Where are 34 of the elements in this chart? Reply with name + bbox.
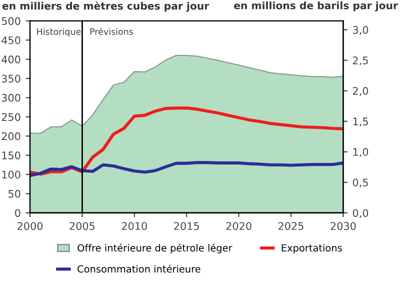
y2-tick-label: 0,0: [352, 209, 368, 218]
y-tick-label: 350: [2, 74, 20, 83]
legend-label: Offre intérieure de pétrole léger: [78, 244, 232, 254]
x-tick-label: 2000: [18, 222, 43, 230]
legend-label: Consommation intérieure: [78, 264, 200, 273]
y-tick-label: 100: [2, 170, 20, 179]
y2-tick-label: 2,5: [352, 56, 368, 66]
line-series: [30, 161, 344, 178]
x-tick-label: 2020: [226, 222, 252, 230]
y-tick-label: 300: [2, 94, 20, 102]
x-tick-label: 2025: [278, 222, 304, 230]
y-tick-label: 500: [2, 17, 20, 25]
line-series: [30, 106, 344, 176]
annotation: Prévisions: [90, 28, 134, 35]
legend-label: Exportations: [282, 244, 342, 254]
annotation: Historique: [37, 28, 81, 37]
y2-tick-label: 0,5: [352, 178, 368, 188]
y2-tick-label: 3,0: [353, 26, 368, 35]
y-tick-label: 0: [15, 209, 20, 217]
y-tick-label: 250: [2, 113, 20, 121]
y-tick-label: 400: [2, 56, 20, 64]
y-tick-label: 50: [8, 190, 20, 198]
x-tick-label: 2005: [70, 222, 95, 230]
y-tick-label: 200: [2, 132, 20, 140]
y2-tick-label: 1,5: [353, 118, 368, 126]
y2-tick-label: 1,0: [353, 148, 368, 157]
x-tick-label: 2030: [330, 222, 356, 230]
x-tick-label: 2015: [174, 222, 199, 230]
y-tick-label: 450: [2, 36, 20, 44]
y2-axis-title: en millions de barils par jour: [234, 1, 398, 12]
y-axis-title: en milliers de mètres cubes par jour: [2, 1, 210, 12]
y-tick-label: 150: [2, 151, 20, 160]
x-tick-label: 2010: [122, 222, 147, 230]
y2-tick-label: 2,0: [352, 87, 368, 96]
